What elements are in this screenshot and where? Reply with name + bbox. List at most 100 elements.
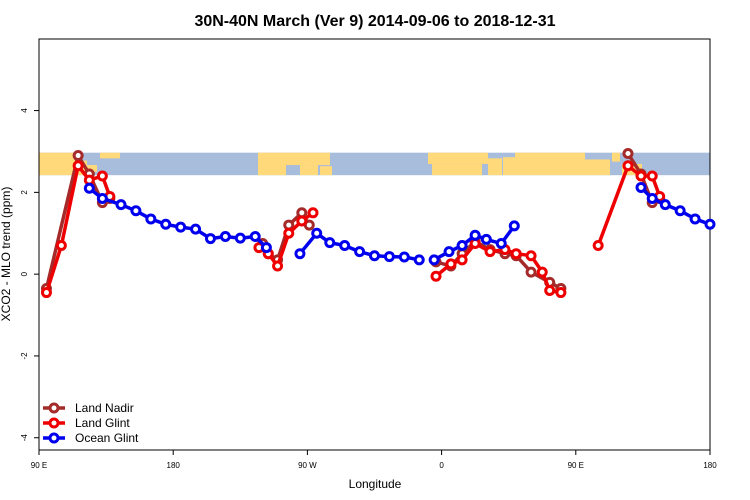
data-point bbox=[115, 199, 127, 211]
data-point bbox=[484, 246, 496, 258]
data-point bbox=[622, 148, 634, 160]
x-tick-label: 180 bbox=[167, 461, 181, 470]
data-point bbox=[175, 221, 187, 233]
data-point bbox=[430, 270, 442, 282]
data-point bbox=[272, 260, 284, 272]
data-point bbox=[635, 170, 647, 182]
map-land bbox=[286, 152, 330, 166]
x-tick-label: 90 E bbox=[31, 461, 47, 470]
data-point bbox=[260, 242, 272, 254]
data-point bbox=[296, 215, 308, 227]
data-point bbox=[469, 229, 481, 241]
data-point bbox=[294, 248, 306, 260]
data-point bbox=[443, 246, 455, 258]
data-point bbox=[96, 170, 108, 182]
data-point bbox=[659, 199, 671, 211]
data-point bbox=[525, 250, 537, 262]
legend-label: Ocean Glint bbox=[75, 431, 139, 445]
map-land bbox=[100, 152, 120, 159]
map-land bbox=[432, 163, 482, 176]
data-point bbox=[456, 254, 468, 266]
data-point bbox=[283, 227, 295, 239]
map-land bbox=[428, 152, 488, 164]
map-land bbox=[39, 152, 75, 176]
data-point bbox=[83, 182, 95, 194]
chart-title: 30N-40N March (Ver 9) 2014-09-06 to 2018… bbox=[194, 13, 555, 30]
data-point bbox=[428, 254, 440, 266]
data-point bbox=[480, 233, 492, 245]
y-tick-label: -2 bbox=[20, 352, 29, 360]
legend-item: Land Nadir bbox=[43, 401, 134, 415]
series-land-glint bbox=[40, 160, 666, 299]
data-point bbox=[234, 232, 246, 244]
data-point bbox=[536, 266, 548, 278]
data-point bbox=[72, 160, 84, 172]
y-tick-label: 4 bbox=[20, 108, 29, 113]
map-land bbox=[488, 158, 502, 176]
data-point bbox=[339, 240, 351, 252]
map-land bbox=[300, 165, 318, 176]
map-land bbox=[87, 165, 97, 172]
data-point bbox=[622, 160, 634, 172]
data-point bbox=[249, 231, 261, 243]
data-point bbox=[508, 220, 520, 232]
map-land bbox=[612, 152, 620, 162]
series-line bbox=[44, 164, 112, 294]
y-tick-label: 2 bbox=[20, 190, 29, 195]
series-layer bbox=[40, 148, 716, 299]
series-ocean-glint bbox=[83, 181, 716, 266]
y-tick-label: -4 bbox=[20, 434, 29, 442]
data-point bbox=[311, 227, 323, 239]
legend-item: Land Glint bbox=[43, 416, 130, 430]
data-point bbox=[72, 150, 84, 162]
data-point bbox=[219, 231, 231, 243]
data-point bbox=[635, 181, 647, 193]
data-point bbox=[55, 240, 67, 252]
legend-swatch-marker bbox=[48, 402, 60, 414]
world-map-strip bbox=[39, 152, 710, 176]
data-point bbox=[525, 266, 537, 278]
map-land bbox=[585, 159, 610, 176]
data-point bbox=[689, 213, 701, 225]
map-land bbox=[320, 166, 332, 176]
data-point bbox=[445, 258, 457, 270]
data-point bbox=[204, 233, 216, 245]
data-point bbox=[96, 192, 108, 204]
data-point bbox=[160, 218, 172, 230]
y-axis: -4 -2 0 2 4 bbox=[20, 108, 39, 442]
data-point bbox=[324, 237, 336, 249]
map-land bbox=[258, 152, 286, 176]
legend-label: Land Glint bbox=[75, 416, 130, 430]
legend-label: Land Nadir bbox=[75, 401, 134, 415]
x-tick-label: 180 bbox=[703, 461, 717, 470]
legend-swatch-marker bbox=[48, 432, 60, 444]
data-point bbox=[354, 246, 366, 258]
data-point bbox=[592, 240, 604, 252]
data-point bbox=[190, 223, 202, 235]
data-point bbox=[456, 240, 468, 252]
data-point bbox=[555, 287, 567, 299]
legend-swatch-marker bbox=[48, 417, 60, 429]
y-tick-label: 0 bbox=[20, 271, 29, 276]
plot-frame bbox=[38, 38, 711, 451]
legend-item: Ocean Glint bbox=[43, 431, 139, 445]
data-point bbox=[369, 250, 380, 262]
x-axis-label: Longitude bbox=[349, 477, 402, 491]
x-axis: 90 E 180 90 W 0 90 E 180 bbox=[31, 450, 717, 470]
x-tick-label: 90 W bbox=[298, 461, 317, 470]
map-land bbox=[515, 152, 585, 176]
data-point bbox=[674, 205, 686, 217]
map-land bbox=[503, 157, 515, 176]
data-point bbox=[413, 254, 425, 266]
data-point bbox=[383, 251, 395, 263]
data-point bbox=[307, 207, 319, 219]
data-point bbox=[510, 248, 522, 260]
data-point bbox=[145, 213, 157, 225]
data-point bbox=[646, 170, 658, 182]
data-point bbox=[704, 218, 716, 230]
x-tick-label: 0 bbox=[439, 461, 444, 470]
y-axis-label: XCO2 - MLO trend (ppm) bbox=[0, 187, 13, 322]
data-point bbox=[646, 192, 658, 204]
